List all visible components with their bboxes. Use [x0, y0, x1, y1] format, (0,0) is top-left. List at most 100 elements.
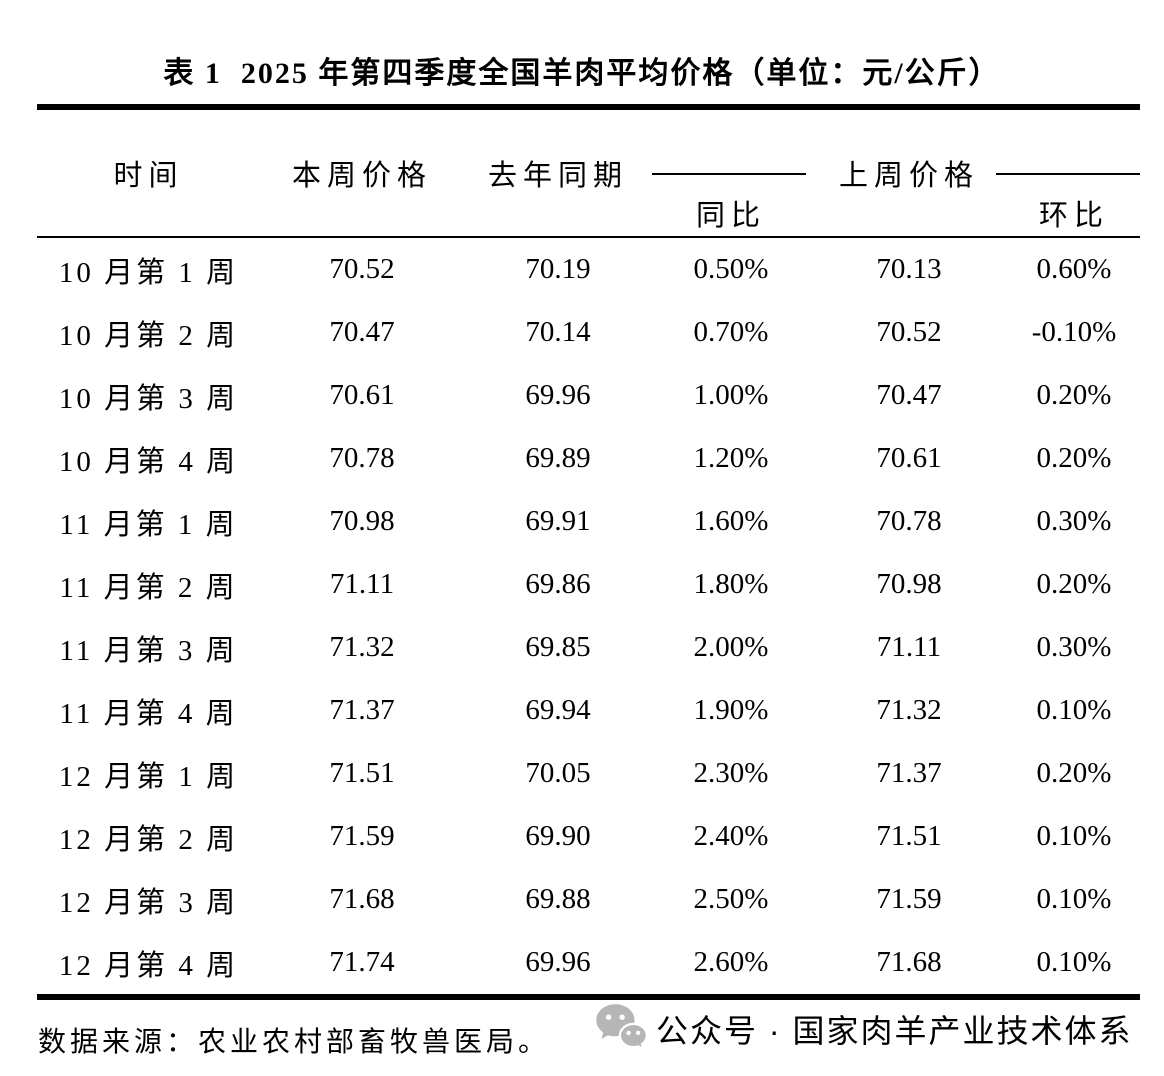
wechat-icon — [596, 1004, 648, 1052]
cell-last_week: 70.98 — [876, 568, 942, 600]
cell-wow: 0.10% — [1036, 883, 1112, 915]
cell-this_week: 71.37 — [329, 694, 395, 726]
cell-yoy: 1.00% — [693, 379, 769, 411]
cell-time: 11 月第 3 周 — [59, 634, 238, 667]
cell-time: 11 月第 1 周 — [59, 508, 238, 541]
cell-yoy: 1.20% — [693, 442, 769, 474]
table-row: 10 月第 3 周 70.61 69.96 1.00% 70.47 0.20% — [37, 364, 1140, 427]
cell-this_week: 70.52 — [329, 253, 395, 285]
col-header-yoy: 同比 — [652, 110, 810, 236]
table-row: 11 月第 2 周 71.11 69.86 1.80% 70.98 0.20% — [37, 553, 1140, 616]
cell-time: 10 月第 3 周 — [58, 382, 239, 415]
cell-wow: 0.20% — [1036, 379, 1112, 411]
cell-last_week: 70.13 — [876, 253, 942, 285]
cell-last_year: 69.91 — [525, 505, 591, 537]
table-body: 10 月第 1 周 70.52 70.19 0.50% 70.13 0.60% 10 月第 … — [37, 238, 1140, 994]
cell-this_week: 70.61 — [329, 379, 395, 411]
cell-wow: 0.10% — [1036, 694, 1112, 726]
cell-last_year: 69.86 — [525, 568, 591, 600]
cell-last_year: 69.96 — [525, 946, 591, 978]
cell-last_year: 69.85 — [525, 631, 591, 663]
cell-wow: 0.30% — [1036, 631, 1112, 663]
cell-last_year: 69.90 — [525, 820, 591, 852]
cell-time: 10 月第 1 周 — [58, 256, 239, 289]
table-row: 11 月第 1 周 70.98 69.91 1.60% 70.78 0.30% — [37, 490, 1140, 553]
watermark-text: 公众号 · 国家肉羊产业技术体系 — [656, 1013, 1133, 1049]
cell-this_week: 70.98 — [329, 505, 395, 537]
cell-this_week: 71.68 — [329, 883, 395, 915]
cell-last_week: 71.37 — [876, 757, 942, 789]
col-header-last-week: 上周价格 — [838, 160, 979, 192]
cell-yoy: 2.00% — [693, 631, 769, 663]
cell-this_week: 71.74 — [329, 946, 395, 978]
col-header-wow-label: 环比 — [1038, 200, 1109, 232]
cell-wow: 0.20% — [1036, 568, 1112, 600]
cell-yoy: 2.40% — [693, 820, 769, 852]
table-row: 10 月第 1 周 70.52 70.19 0.50% 70.13 0.60% — [37, 238, 1140, 301]
cell-yoy: 2.50% — [693, 883, 769, 915]
cell-last_week: 71.32 — [876, 694, 942, 726]
table-top-border — [37, 104, 1140, 110]
cell-last_week: 70.47 — [876, 379, 942, 411]
col-header-this-week: 本周价格 — [291, 160, 432, 192]
cell-this_week: 71.59 — [329, 820, 395, 852]
cell-last_week: 71.68 — [876, 946, 942, 978]
table-row: 12 月第 2 周 71.59 69.90 2.40% 71.51 0.10% — [37, 805, 1140, 868]
cell-yoy: 0.50% — [693, 253, 769, 285]
cell-last_year: 70.19 — [525, 253, 591, 285]
data-source-note: 数据来源：农业农村部畜牧兽医局。 — [38, 1027, 551, 1058]
cell-yoy: 0.70% — [693, 316, 769, 348]
cell-yoy: 1.60% — [693, 505, 769, 537]
table-row: 12 月第 1 周 71.51 70.05 2.30% 71.37 0.20% — [37, 742, 1140, 805]
cell-yoy: 1.90% — [693, 694, 769, 726]
cell-this_week: 71.51 — [329, 757, 395, 789]
cell-last_year: 70.14 — [525, 316, 591, 348]
cell-last_year: 70.05 — [525, 757, 591, 789]
cell-time: 10 月第 4 周 — [58, 445, 239, 478]
cell-time: 11 月第 4 周 — [59, 697, 238, 730]
cell-wow: 0.20% — [1036, 757, 1112, 789]
table-row: 12 月第 3 周 71.68 69.88 2.50% 71.59 0.10% — [37, 868, 1140, 931]
cell-wow: 0.30% — [1036, 505, 1112, 537]
cell-time: 12 月第 4 周 — [58, 949, 239, 982]
cell-time: 12 月第 3 周 — [58, 886, 239, 919]
cell-yoy: 1.80% — [693, 568, 769, 600]
cell-time: 10 月第 2 周 — [58, 319, 239, 352]
cell-time: 12 月第 2 周 — [58, 823, 239, 856]
table-row: 10 月第 4 周 70.78 69.89 1.20% 70.61 0.20% — [37, 427, 1140, 490]
cell-last_week: 70.61 — [876, 442, 942, 474]
cell-time: 11 月第 2 周 — [59, 571, 238, 604]
table-row: 11 月第 4 周 71.37 69.94 1.90% 71.32 0.10% — [37, 679, 1140, 742]
cell-last_year: 69.88 — [525, 883, 591, 915]
table-row: 12 月第 4 周 71.74 69.96 2.60% 71.68 0.10% — [37, 931, 1140, 994]
cell-wow: 0.10% — [1036, 820, 1112, 852]
cell-time: 12 月第 1 周 — [58, 760, 239, 793]
col-header-wow: 环比 — [996, 110, 1140, 236]
cell-last_week: 71.11 — [876, 631, 942, 663]
cell-wow: 0.60% — [1036, 253, 1112, 285]
wow-overline — [996, 173, 1140, 175]
yoy-overline — [652, 173, 806, 175]
col-header-last-year: 去年同期 — [487, 160, 628, 192]
cell-this_week: 70.47 — [329, 316, 395, 348]
table-title: 表 1 2025 年第四季度全国羊肉平均价格（单位：元/公斤） — [163, 57, 1001, 90]
cell-wow: -0.10% — [1031, 316, 1117, 348]
watermark: 公众号 · 国家肉羊产业技术体系 — [594, 1002, 1132, 1056]
cell-last_week: 71.51 — [876, 820, 942, 852]
cell-last_year: 69.96 — [525, 379, 591, 411]
cell-this_week: 71.32 — [329, 631, 395, 663]
col-header-yoy-label: 同比 — [695, 200, 766, 232]
cell-last_week: 70.52 — [876, 316, 942, 348]
col-header-time: 时间 — [113, 160, 184, 192]
cell-yoy: 2.60% — [693, 946, 769, 978]
cell-yoy: 2.30% — [693, 757, 769, 789]
table-row: 11 月第 3 周 71.32 69.85 2.00% 71.11 0.30% — [37, 616, 1140, 679]
cell-wow: 0.10% — [1036, 946, 1112, 978]
cell-wow: 0.20% — [1036, 442, 1112, 474]
table-bottom-border — [37, 994, 1140, 1000]
price-table: 时间 本周价格 去年同期 同比 上周价格 环比 10 月第 1 周 70.52 70… — [37, 104, 1140, 1000]
cell-this_week: 71.11 — [329, 568, 395, 600]
cell-last_year: 69.94 — [525, 694, 591, 726]
table-row: 10 月第 2 周 70.47 70.14 0.70% 70.52 -0.10% — [37, 301, 1140, 364]
table-header-row: 时间 本周价格 去年同期 同比 上周价格 环比 — [37, 110, 1140, 238]
